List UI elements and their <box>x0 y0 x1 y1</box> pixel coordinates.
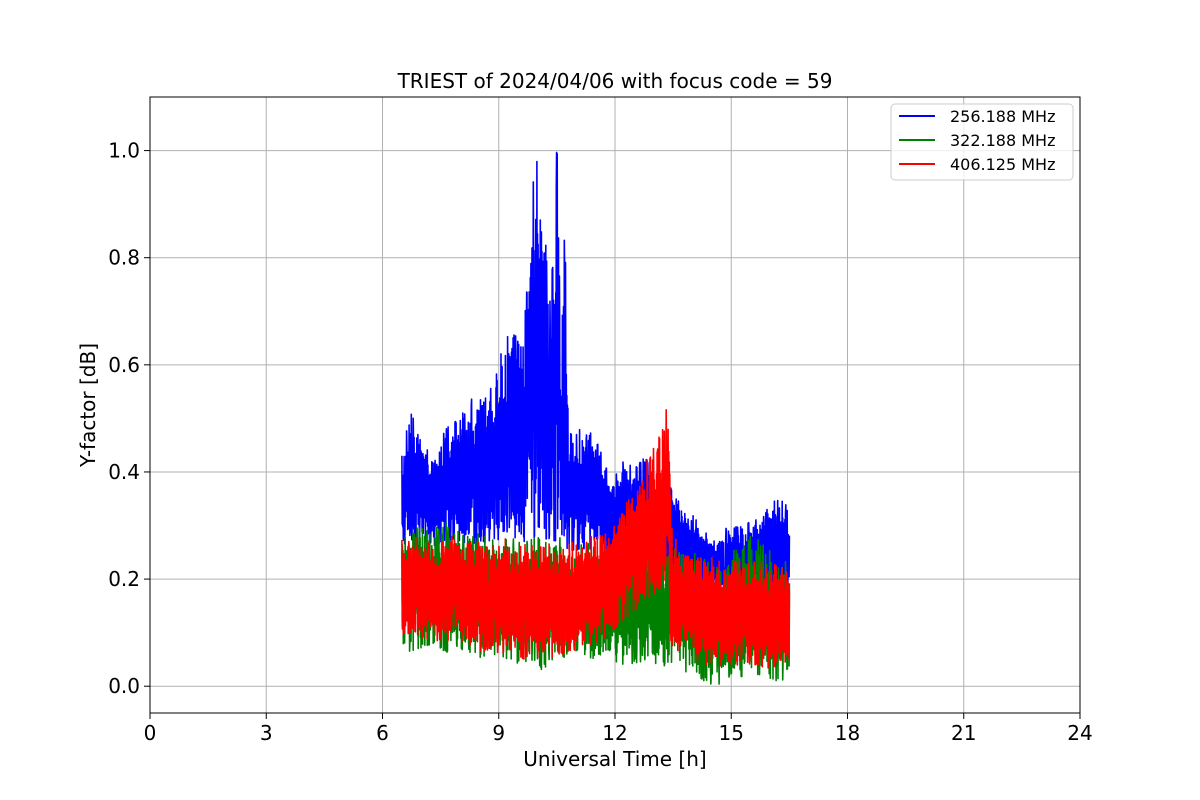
y-tick-label: 1.0 <box>108 139 140 163</box>
legend: 256.188 MHz 322.188 MHz 406.125 MHz <box>890 103 1074 181</box>
y-axis-label: Y-factor [dB] <box>76 343 100 468</box>
x-tick-label: 3 <box>260 721 273 745</box>
x-tick-label: 18 <box>835 721 860 745</box>
legend-label-322: 322.188 MHz <box>950 131 1055 150</box>
y-tick-label: 0.6 <box>108 353 140 377</box>
series-group <box>401 151 791 685</box>
x-axis-label: Universal Time [h] <box>523 747 706 771</box>
tick-group: 0 3 6 9 12 15 18 21 24 0.0 0.2 0.4 0.6 0.8 1.0 <box>108 139 1093 745</box>
legend-box <box>890 103 1074 181</box>
series-line-2 <box>401 409 791 669</box>
legend-label-256: 256.188 MHz <box>950 107 1055 126</box>
x-tick-label: 9 <box>492 721 505 745</box>
x-tick-label: 0 <box>144 721 157 745</box>
x-tick-label: 12 <box>602 721 627 745</box>
x-tick-label: 21 <box>951 721 976 745</box>
y-tick-label: 0.2 <box>108 567 140 591</box>
y-tick-label: 0.0 <box>108 674 140 698</box>
x-tick-label: 6 <box>376 721 389 745</box>
x-tick-label: 15 <box>719 721 744 745</box>
chart-title: TRIEST of 2024/04/06 with focus code = 5… <box>397 69 833 93</box>
y-tick-label: 0.8 <box>108 246 140 270</box>
y-tick-label: 0.4 <box>108 460 140 484</box>
legend-label-406: 406.125 MHz <box>950 155 1055 174</box>
x-tick-label: 24 <box>1067 721 1092 745</box>
